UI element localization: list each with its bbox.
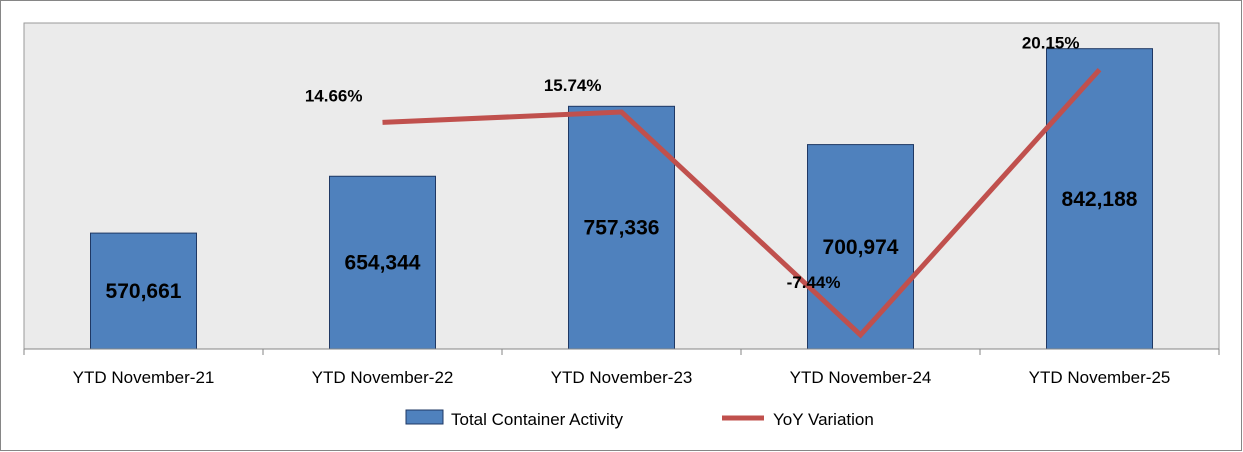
bar-value-label: 700,974 xyxy=(823,236,899,259)
line-value-label: -7.44% xyxy=(787,273,841,292)
labels-layer: 570,661 654,344 757,336 700,974 842,188 14.66… xyxy=(106,34,1138,303)
yoy-variation-line xyxy=(382,67,1102,339)
line-value-label: 20.15% xyxy=(1022,34,1080,53)
line-value-label: 14.66% xyxy=(305,86,363,105)
bar-value-label: 842,188 xyxy=(1062,188,1138,211)
bar-value-label: 757,336 xyxy=(584,217,660,240)
x-tick-label: YTD November-24 xyxy=(790,368,932,387)
bar-ytd-november-25 xyxy=(1046,48,1153,350)
legend: Total Container Activity YoY Variation xyxy=(405,409,874,429)
legend-label-total-container-activity: Total Container Activity xyxy=(451,410,623,429)
x-tick-label: YTD November-22 xyxy=(312,368,454,387)
x-axis: YTD November-21 YTD November-22 YTD Novemb… xyxy=(23,348,1220,387)
x-tick-label: YTD November-21 xyxy=(73,368,215,387)
bar-value-label: 570,661 xyxy=(106,280,182,303)
bars-layer xyxy=(90,48,1153,350)
bar-ytd-november-21 xyxy=(90,232,197,350)
x-tick-label: YTD November-25 xyxy=(1029,368,1171,387)
line-layer xyxy=(382,67,1102,339)
x-tick-label: YTD November-23 xyxy=(551,368,693,387)
bar-ytd-november-24 xyxy=(807,144,914,350)
legend-label-yoy-variation: YoY Variation xyxy=(773,410,874,429)
bar-value-label: 654,344 xyxy=(345,252,421,275)
bar-ytd-november-22 xyxy=(329,175,436,350)
line-value-label: 15.74% xyxy=(544,76,602,95)
legend-swatch-total-container-activity xyxy=(405,409,444,425)
